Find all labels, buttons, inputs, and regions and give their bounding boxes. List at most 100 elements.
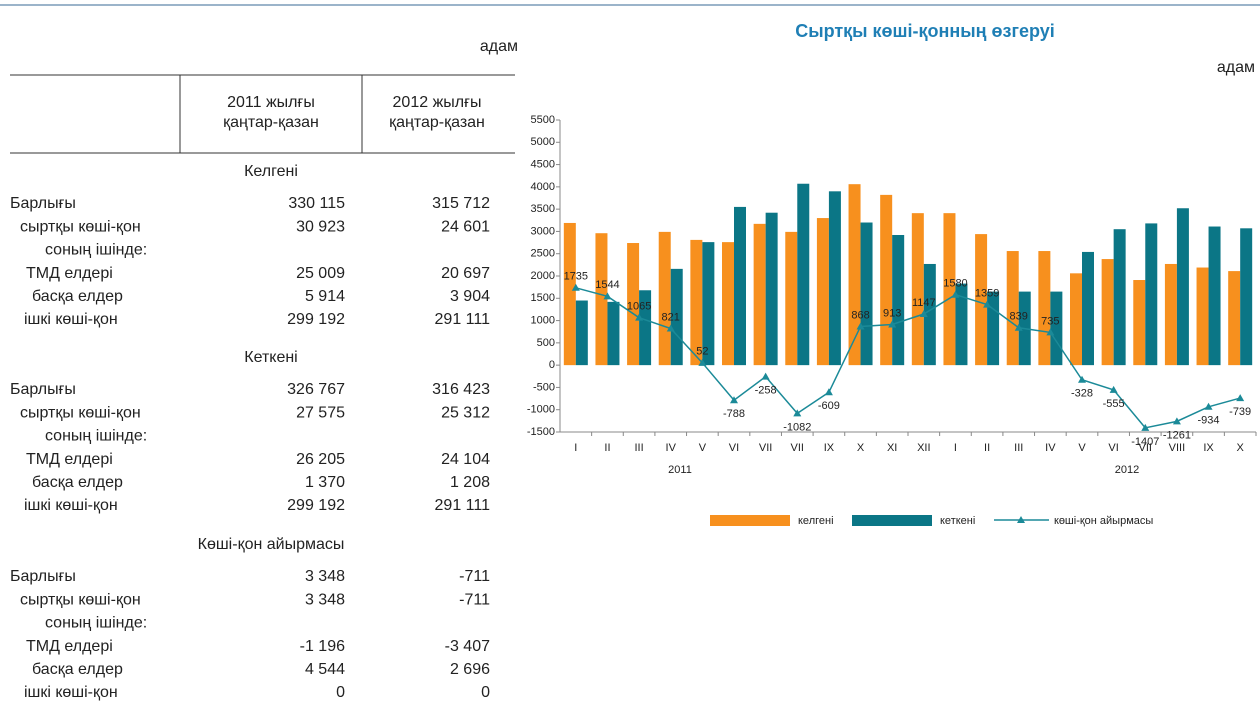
bar (1113, 229, 1126, 366)
y-tick-label: 4000 (531, 181, 555, 193)
cell-value: 326 767 (287, 381, 345, 398)
chart-title: Сыртқы көші-қонның өзгеруі (795, 21, 1055, 41)
bar (1240, 228, 1253, 366)
data-label: -328 (1071, 388, 1093, 400)
year-label: 2012 (1115, 464, 1139, 476)
cell-value: 4 544 (305, 661, 345, 678)
bar (923, 263, 936, 366)
cell-value: -1 196 (300, 638, 345, 655)
bar (785, 231, 798, 366)
bar (1164, 263, 1177, 366)
bar (943, 213, 956, 366)
year-label: 2011 (668, 464, 692, 476)
bar (658, 231, 671, 366)
x-tick-label: IX (1203, 442, 1214, 454)
row-label: соның ішінде: (45, 615, 147, 632)
data-label: 913 (883, 307, 901, 319)
bar (639, 290, 652, 366)
row-label: соның ішінде: (45, 428, 147, 445)
data-label: 821 (662, 311, 680, 323)
row-label: сыртқы көші-қон (20, 591, 141, 608)
x-tick-label: VII (791, 442, 804, 454)
bar (1133, 280, 1146, 366)
legend-label: келгені (798, 515, 834, 527)
data-label: 839 (1010, 311, 1028, 323)
bar (753, 223, 766, 366)
y-tick-label: 3000 (531, 225, 555, 237)
bar (1006, 251, 1019, 366)
row-label: Барлығы (10, 195, 76, 212)
marker (698, 358, 707, 366)
marker (1046, 328, 1055, 336)
x-tick-label: X (857, 442, 865, 454)
cell-value: 26 205 (296, 451, 345, 468)
cell-value: 299 192 (287, 497, 345, 514)
cell-value: 0 (336, 684, 345, 701)
bar (765, 212, 778, 366)
x-tick-label: III (1014, 442, 1023, 454)
cell-value: 315 712 (432, 195, 490, 212)
data-label: -739 (1229, 406, 1251, 418)
bar (690, 239, 703, 366)
line (575, 287, 1241, 429)
row-label: Барлығы (10, 568, 76, 585)
marker (761, 372, 770, 380)
marker (1014, 323, 1023, 331)
bar (702, 242, 715, 366)
marker (1141, 423, 1150, 431)
x-tick-label: I (954, 442, 957, 454)
cell-value: 291 111 (435, 311, 491, 328)
bar (848, 184, 861, 366)
row-label: басқа елдер (32, 474, 123, 491)
bar (1050, 291, 1063, 366)
cell-value: 316 423 (432, 381, 490, 398)
data-label: -609 (818, 400, 840, 412)
data-label: 1580 (943, 278, 967, 290)
x-tick-label: IX (824, 442, 835, 454)
marker (571, 283, 580, 291)
row-label: ішкі көші-қон (24, 684, 118, 701)
y-tick-label: -1500 (527, 426, 555, 438)
y-tick-label: 2500 (531, 248, 555, 260)
y-tick-label: -1000 (527, 404, 555, 416)
row-label: Барлығы (10, 381, 76, 398)
x-tick-label: I (574, 442, 577, 454)
marker (603, 292, 612, 300)
cell-value: 24 601 (441, 218, 490, 235)
row-label: басқа елдер (32, 661, 123, 678)
x-tick-label: VI (729, 442, 739, 454)
y-tick-label: 5000 (531, 136, 555, 148)
y-tick-label: -500 (533, 381, 555, 393)
marker (1078, 375, 1086, 383)
legend-label: көші-қон айырмасы (1054, 515, 1153, 527)
x-tick-label: VI (1108, 442, 1118, 454)
cell-value: 330 115 (288, 195, 345, 212)
bar (975, 234, 988, 366)
y-tick-label: 3500 (531, 203, 555, 215)
bar (722, 242, 734, 366)
data-label: 1147 (912, 297, 936, 309)
data-label: 1735 (564, 271, 588, 283)
cell-value: 20 697 (441, 265, 490, 282)
x-tick-label: V (699, 442, 707, 454)
row-label: ТМД елдері (26, 265, 113, 282)
row-label: ТМД елдері (26, 451, 113, 468)
y-tick-label: 0 (549, 359, 555, 371)
cell-value: 27 575 (296, 404, 345, 421)
cell-value: -711 (459, 591, 490, 608)
bar (607, 301, 620, 366)
marker (666, 324, 675, 332)
cell-value: 2 696 (450, 661, 490, 678)
bar (911, 213, 924, 366)
data-label: -788 (723, 408, 745, 420)
data-label: 868 (851, 309, 869, 321)
data-label: -258 (755, 385, 777, 397)
legend-label: кеткені (940, 515, 975, 527)
data-label: -934 (1198, 415, 1220, 427)
cell-value: 5 914 (305, 288, 345, 305)
bar (670, 268, 683, 366)
bar (987, 291, 1000, 366)
cell-value: 25 009 (296, 265, 345, 282)
x-tick-label: X (1237, 442, 1245, 454)
data-label: 1359 (975, 287, 999, 299)
